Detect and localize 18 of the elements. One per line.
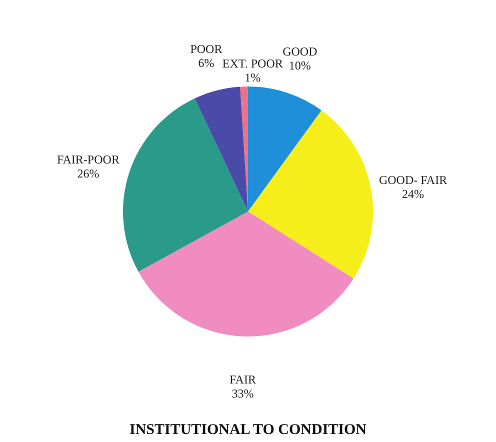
- slice-label: EXT. POOR: [222, 56, 283, 71]
- slice-label: POOR: [190, 42, 222, 56]
- data-label: 24%: [402, 187, 424, 202]
- data-label: 6%: [198, 56, 214, 70]
- text: INSTITUTIONAL TO CONDITION: [129, 422, 367, 438]
- slice-label: GOOD: [282, 44, 318, 59]
- data-label: 26%: [77, 166, 100, 181]
- pie-slice: [248, 86, 322, 212]
- slice-label: FAIR-POOR: [56, 152, 120, 167]
- slice-label: FAIR: [229, 372, 256, 386]
- data-label: 1%: [244, 70, 261, 85]
- pie-slice: [194, 86, 248, 212]
- pie-slice: [248, 110, 373, 278]
- pie-slice: [123, 98, 248, 272]
- data-label: 10%: [288, 58, 311, 73]
- slice-label: GOOD- FAIR: [378, 173, 448, 188]
- pie-slice: [138, 212, 354, 336]
- data-label: 33%: [232, 386, 254, 400]
